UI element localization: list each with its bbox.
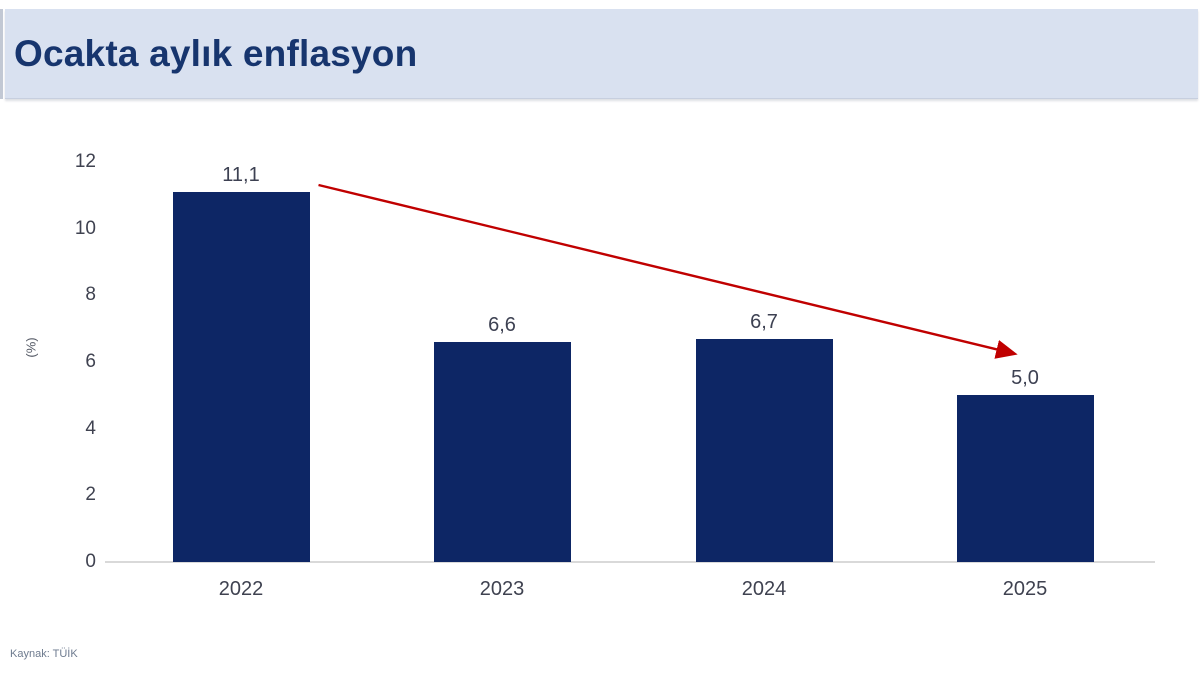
bar-value-label: 5,0 (1011, 367, 1039, 390)
y-axis-tick: 6 (85, 351, 96, 372)
page-title: Ocakta aylık enflasyon (14, 32, 418, 74)
y-axis-tick: 4 (85, 417, 96, 439)
title-banner: Ocakta aylık enflasyon (5, 9, 1198, 99)
x-axis-tick: 2024 (741, 578, 787, 600)
bar-2024 (695, 338, 833, 562)
bar-value-label: 11,1 (222, 164, 260, 186)
bar-2025 (956, 395, 1094, 562)
y-axis-tick: 8 (85, 284, 96, 306)
y-axis-tick: 10 (74, 217, 96, 239)
x-axis-line (105, 561, 1155, 563)
source-note: Kaynak: TÜİK (10, 648, 78, 660)
bar-2022 (172, 192, 310, 562)
y-axis-tick: 0 (85, 551, 96, 572)
x-axis-tick: 2025 (1002, 578, 1048, 600)
x-axis-tick: 2022 (218, 578, 264, 600)
bar-value-label: 6,7 (750, 310, 778, 333)
y-axis-tick: 12 (74, 151, 96, 172)
bar-value-label: 6,6 (488, 314, 516, 336)
bar-2023 (433, 342, 571, 562)
x-axis-tick: 2023 (479, 578, 525, 600)
y-axis-tick: 2 (85, 484, 96, 506)
slide-left-edge (0, 9, 3, 99)
